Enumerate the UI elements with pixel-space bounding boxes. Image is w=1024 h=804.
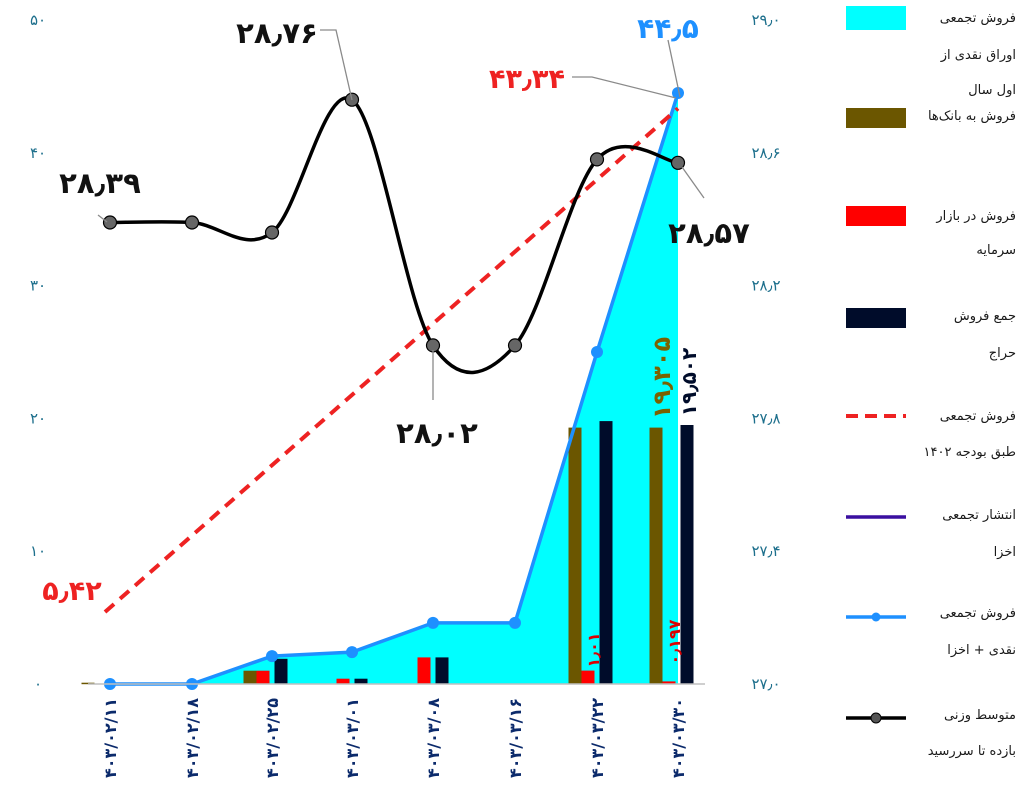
bar-auction-total: [354, 678, 368, 684]
x-tick-label: ۴۰۳/۰۳/۲۲: [588, 698, 607, 778]
left-y-tick: ۵۰: [30, 11, 46, 29]
legend-text-capital-market-1: فروش در بازار: [935, 209, 1016, 224]
right-y-tick: ۲۹٫۰: [751, 11, 780, 29]
legend-text-auction-total-1: جمع فروش: [954, 309, 1016, 324]
left-y-tick: ۱۰: [30, 542, 46, 560]
x-axis-ticks: ۴۰۳/۰۲/۱۱ ۴۰۳/۰۲/۱۸ ۴۰۳/۰۲/۲۵ ۴۰۳/۰۳/۰۱ ۴۰۳/…: [101, 698, 688, 778]
label-budget-last: ۴۳٫۳۴: [489, 64, 565, 95]
legend-swatch-banks: [846, 108, 906, 128]
label-market-30: ۰٫۱۹۷: [665, 619, 684, 664]
budget-cumulative-line: [103, 106, 680, 614]
point-weighted-average-yield: [589, 152, 605, 167]
legend-text-weighted-average-2: بازده تا سررسید: [928, 744, 1016, 759]
point-weighted-average-yield: [507, 338, 523, 353]
right-y-tick: ۲۷٫۰: [751, 675, 780, 693]
bar-capital-market: [662, 681, 676, 684]
label-avg-low: ۲۸٫۰۲: [396, 416, 478, 450]
weighted-average-yield-line: [109, 96, 679, 375]
x-tick-label: ۴۰۳/۰۲/۱۱: [101, 698, 120, 778]
label-avg-peak: ۲۸٫۷۶: [236, 16, 318, 50]
x-tick-label: ۴۰۳/۰۳/۰۱: [343, 698, 362, 778]
point-weighted-average-yield: [184, 215, 200, 230]
bars-group: [81, 421, 694, 685]
bar-auction-total: [435, 657, 449, 684]
bar-capital-market: [336, 678, 350, 684]
label-avg-first: ۲۸٫۳۹: [59, 166, 141, 200]
point-cash-plus-akhza: [591, 346, 603, 358]
left-y-tick: ۰: [34, 675, 42, 693]
legend-text-budget-2: طبق بودجه ۱۴۰۲: [924, 445, 1016, 460]
left-y-tick: ۳۰: [30, 277, 46, 295]
legend-text-weighted-average-1: متوسط وزنی: [944, 708, 1016, 723]
right-y-tick: ۲۷٫۸: [751, 409, 780, 427]
bar-banks: [568, 427, 582, 684]
label-total-last: ۴۴٫۵: [637, 12, 699, 45]
bar-capital-market: [256, 670, 270, 684]
right-y-tick: ۲۸٫۶: [751, 144, 780, 162]
right-y-tick: ۲۷٫۴: [751, 542, 780, 560]
callout-leaders: [97, 29, 705, 400]
legend-swatch-capital-market: [846, 206, 906, 226]
point-cash-plus-akhza: [427, 616, 439, 629]
cumulative-cash-plus-akhza-line: [110, 92, 680, 686]
legend-text-budget-1: فروش تجمعی: [940, 409, 1016, 424]
point-weighted-average-yield: [264, 225, 280, 240]
point-cash-plus-akhza: [509, 616, 521, 629]
legend-text-cash-plus-akhza-1: فروش تجمعی: [940, 606, 1016, 621]
bar-auction-total: [274, 658, 288, 684]
legend-swatch-auction-total: [846, 308, 906, 328]
legend-text-cash-plus-akhza-2: نقدی + اخزا: [947, 643, 1016, 658]
x-tick-label: ۴۰۳/۰۲/۲۵: [263, 698, 282, 778]
legend-text-auction-total-2: حراج: [989, 346, 1016, 361]
legend-text-cumulative-cash-2: اوراق نقدی از: [940, 48, 1016, 63]
bar-banks: [243, 670, 257, 684]
legend-text-cumulative-cash-1: فروش تجمعی: [940, 11, 1016, 26]
left-y-tick: ۲۰: [30, 409, 46, 427]
weighted-average-yield-points: [102, 92, 686, 353]
x-tick-label: ۴۰۳/۰۳/۳۰: [669, 698, 688, 778]
legend-text-akhza-issuance-2: اخزا: [994, 545, 1016, 560]
chart-legend: فروش تجمعی اوراق نقدی از اول سال فروش به…: [846, 6, 1016, 759]
left-y-axis-ticks: ۰ ۱۰ ۲۰ ۳۰ ۴۰ ۵۰: [30, 11, 46, 693]
point-cash-plus-akhza: [672, 87, 684, 99]
point-weighted-average-yield: [670, 155, 686, 170]
bar-auction-total: [680, 425, 694, 684]
legend-text-cumulative-cash-3: اول سال: [968, 83, 1016, 98]
point-cash-plus-akhza: [266, 650, 278, 663]
bar-capital-market: [417, 657, 431, 684]
legend-text-capital-market-2: سرمایه: [976, 243, 1016, 258]
right-y-axis-ticks: ۲۷٫۰ ۲۷٫۴ ۲۷٫۸ ۲۸٫۲ ۲۸٫۶ ۲۹٫۰: [751, 11, 780, 693]
bar-banks: [649, 427, 663, 684]
point-cash-plus-akhza: [346, 646, 358, 659]
label-banks-last: ۱۹٫۳۰۵: [648, 337, 676, 419]
label-auction-last: ۱۹٫۵۰۲: [677, 348, 701, 417]
bar-auction-total: [599, 421, 613, 684]
point-weighted-average-yield: [425, 338, 441, 353]
legend-marker-cash-plus-akhza: [871, 612, 881, 622]
x-tick-label: ۴۰۳/۰۳/۰۸: [424, 698, 443, 778]
legend-text-akhza-issuance-1: انتشار تجمعی: [942, 508, 1016, 523]
label-avg-last: ۲۸٫۵۷: [668, 216, 750, 250]
legend-marker-weighted-average: [870, 712, 882, 724]
legend-swatch-cumulative-cash: [846, 6, 906, 30]
label-market-22: ۱٫۰۱: [584, 632, 603, 667]
bar-capital-market: [581, 670, 595, 684]
point-weighted-average-yield: [102, 215, 118, 230]
left-y-tick: ۴۰: [30, 144, 46, 162]
x-tick-label: ۴۰۳/۰۲/۱۸: [183, 698, 202, 778]
legend-text-banks: فروش به بانک‌ها: [928, 109, 1016, 124]
right-y-tick: ۲۸٫۲: [751, 277, 780, 295]
label-budget-first: ۵٫۴۲: [42, 576, 102, 607]
x-tick-label: ۴۰۳/۰۳/۱۶: [506, 698, 525, 778]
cumulative-cash-sales-area: [110, 93, 678, 684]
cumulative-cash-plus-akhza-points: [104, 87, 684, 690]
